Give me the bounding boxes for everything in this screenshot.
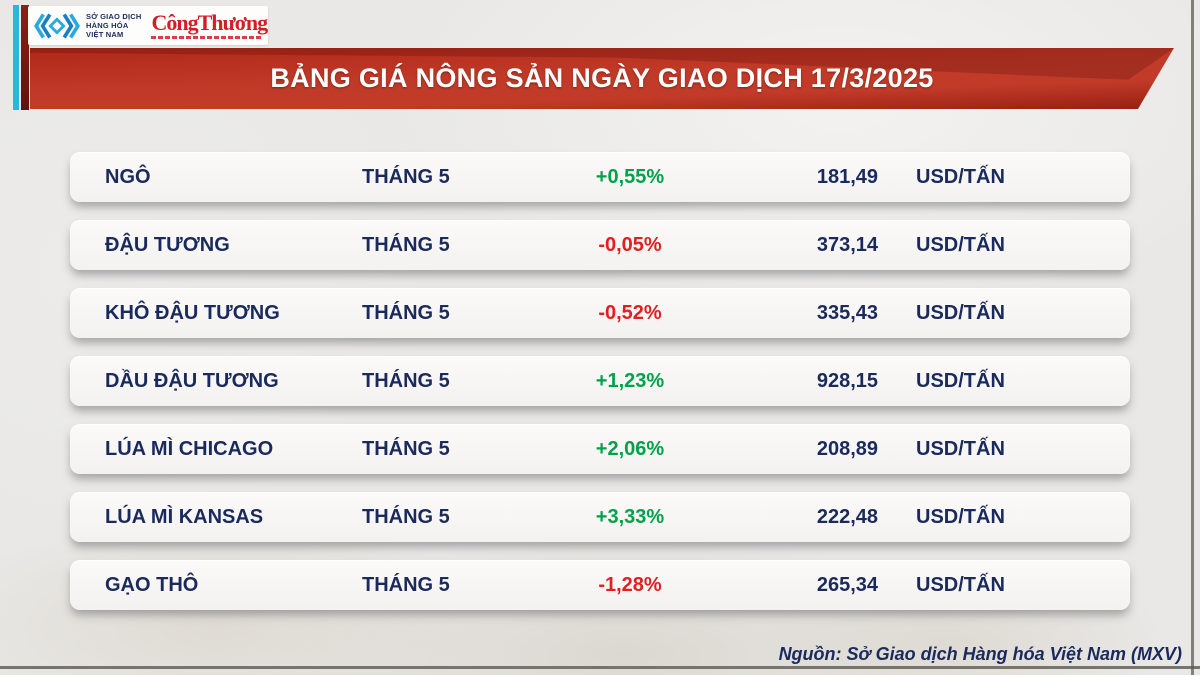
commodity-name: KHÔ ĐẬU TƯƠNG: [105, 301, 280, 324]
contract-month: THÁNG 5: [362, 573, 450, 596]
exchange-name-text: SỞ GIAO DỊCH HÀNG HÓA VIỆT NAM: [86, 12, 141, 39]
change-percent: +0,55%: [595, 165, 665, 188]
title-banner: BẢNG GIÁ NÔNG SẢN NGÀY GIAO DỊCH 17/3/20…: [30, 48, 1174, 109]
table-row: NGÔ THÁNG 5 +0,55% 181,49 USD/TẤN: [70, 152, 1130, 202]
commodity-name: ĐẬU TƯƠNG: [105, 233, 230, 256]
right-border-line: [1191, 0, 1194, 675]
change-percent: -0,52%: [598, 301, 662, 324]
congthuong-wordmark: CôngThương: [151, 10, 268, 35]
price-value: 181,49: [816, 165, 878, 188]
price-value: 928,15: [816, 369, 878, 392]
source-attribution: Nguồn: Sở Giao dịch Hàng hóa Việt Nam (M…: [778, 644, 1182, 664]
contract-month: THÁNG 5: [362, 233, 450, 256]
price-unit: USD/TẤN: [916, 165, 1005, 188]
page-title: BẢNG GIÁ NÔNG SẢN NGÀY GIAO DỊCH 17/3/20…: [270, 63, 934, 93]
price-unit: USD/TẤN: [916, 505, 1005, 528]
exchange-name-line: SỞ GIAO DỊCH: [86, 12, 142, 21]
contract-month: THÁNG 5: [362, 505, 450, 528]
commodity-name: DẦU ĐẬU TƯƠNG: [105, 369, 279, 392]
bottom-border-line: [0, 666, 1200, 669]
contract-month: THÁNG 5: [362, 437, 450, 460]
price-unit: USD/TẤN: [916, 437, 1005, 460]
price-value: 208,89: [816, 437, 878, 460]
price-unit: USD/TẤN: [916, 233, 1005, 256]
table-row: ĐẬU TƯƠNG THÁNG 5 -0,05% 373,14 USD/TẤN: [70, 220, 1130, 270]
commodity-name: GẠO THÔ: [105, 573, 199, 596]
table-row: KHÔ ĐẬU TƯƠNG THÁNG 5 -0,52% 335,43 USD/…: [70, 288, 1130, 338]
contract-month: THÁNG 5: [362, 165, 450, 188]
price-value: 222,48: [816, 505, 878, 528]
left-accent-stripe-cyan: [13, 5, 19, 110]
commodity-name: NGÔ: [105, 165, 151, 188]
table-row: DẦU ĐẬU TƯƠNG THÁNG 5 +1,23% 928,15 USD/…: [70, 356, 1130, 406]
price-value: 335,43: [816, 301, 878, 324]
change-percent: +2,06%: [595, 437, 665, 460]
congthuong-tagline-bar: [151, 36, 263, 39]
commodity-name: LÚA MÌ KANSAS: [105, 505, 264, 528]
left-accent-stripe-maroon: [21, 5, 29, 110]
commodity-name: LÚA MÌ CHICAGO: [105, 437, 274, 460]
change-percent: -0,05%: [598, 233, 662, 256]
table-row: LÚA MÌ KANSAS THÁNG 5 +3,33% 222,48 USD/…: [70, 492, 1130, 542]
table-row: GẠO THÔ THÁNG 5 -1,28% 265,34 USD/TẤN: [70, 560, 1130, 610]
price-unit: USD/TẤN: [916, 573, 1005, 596]
price-table: NGÔ THÁNG 5 +0,55% 181,49 USD/TẤN ĐẬU TƯ…: [70, 152, 1130, 628]
exchange-name-line: VIỆT NAM: [86, 30, 124, 39]
price-unit: USD/TẤN: [916, 369, 1005, 392]
change-percent: +3,33%: [595, 505, 665, 528]
congthuong-newspaper-logo: CôngThương: [151, 10, 268, 39]
logo-bar: SỞ GIAO DỊCH HÀNG HÓA VIỆT NAM CôngThươn…: [28, 6, 268, 45]
contract-month: THÁNG 5: [362, 301, 450, 324]
change-percent: -1,28%: [598, 573, 662, 596]
change-percent: +1,23%: [595, 369, 665, 392]
table-row: LÚA MÌ CHICAGO THÁNG 5 +2,06% 208,89 USD…: [70, 424, 1130, 474]
contract-month: THÁNG 5: [362, 369, 450, 392]
price-value: 265,34: [816, 573, 878, 596]
price-value: 373,14: [816, 233, 878, 256]
exchange-name-line: HÀNG HÓA: [86, 21, 129, 30]
mxv-logo-icon: [34, 13, 80, 38]
price-unit: USD/TẤN: [916, 301, 1005, 324]
